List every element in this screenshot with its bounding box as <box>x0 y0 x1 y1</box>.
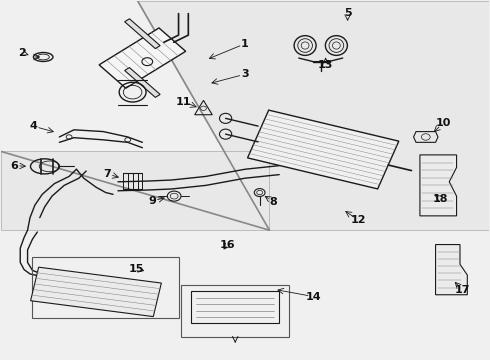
Polygon shape <box>436 244 467 295</box>
Text: 9: 9 <box>148 196 156 206</box>
Text: 3: 3 <box>241 69 249 79</box>
Polygon shape <box>420 155 457 216</box>
Text: 12: 12 <box>351 215 366 225</box>
Polygon shape <box>99 28 186 88</box>
Polygon shape <box>124 19 160 49</box>
Polygon shape <box>30 267 161 316</box>
Text: 18: 18 <box>433 194 448 204</box>
Polygon shape <box>247 110 399 189</box>
Text: 6: 6 <box>10 161 18 171</box>
Text: 8: 8 <box>270 197 277 207</box>
Polygon shape <box>0 151 270 230</box>
Text: 15: 15 <box>128 264 144 274</box>
Bar <box>181 285 289 337</box>
Text: 16: 16 <box>220 239 236 249</box>
Polygon shape <box>138 1 490 230</box>
Text: 14: 14 <box>306 292 321 302</box>
Text: 17: 17 <box>455 285 470 295</box>
Text: 7: 7 <box>103 169 111 179</box>
Text: 4: 4 <box>29 121 37 131</box>
Text: 10: 10 <box>435 118 451 128</box>
Bar <box>32 257 179 318</box>
Text: 2: 2 <box>18 48 25 58</box>
Text: 1: 1 <box>241 39 249 49</box>
Bar <box>191 291 279 323</box>
Text: 13: 13 <box>318 60 333 70</box>
Text: 11: 11 <box>176 97 192 107</box>
Polygon shape <box>124 68 160 97</box>
Text: 5: 5 <box>344 8 351 18</box>
